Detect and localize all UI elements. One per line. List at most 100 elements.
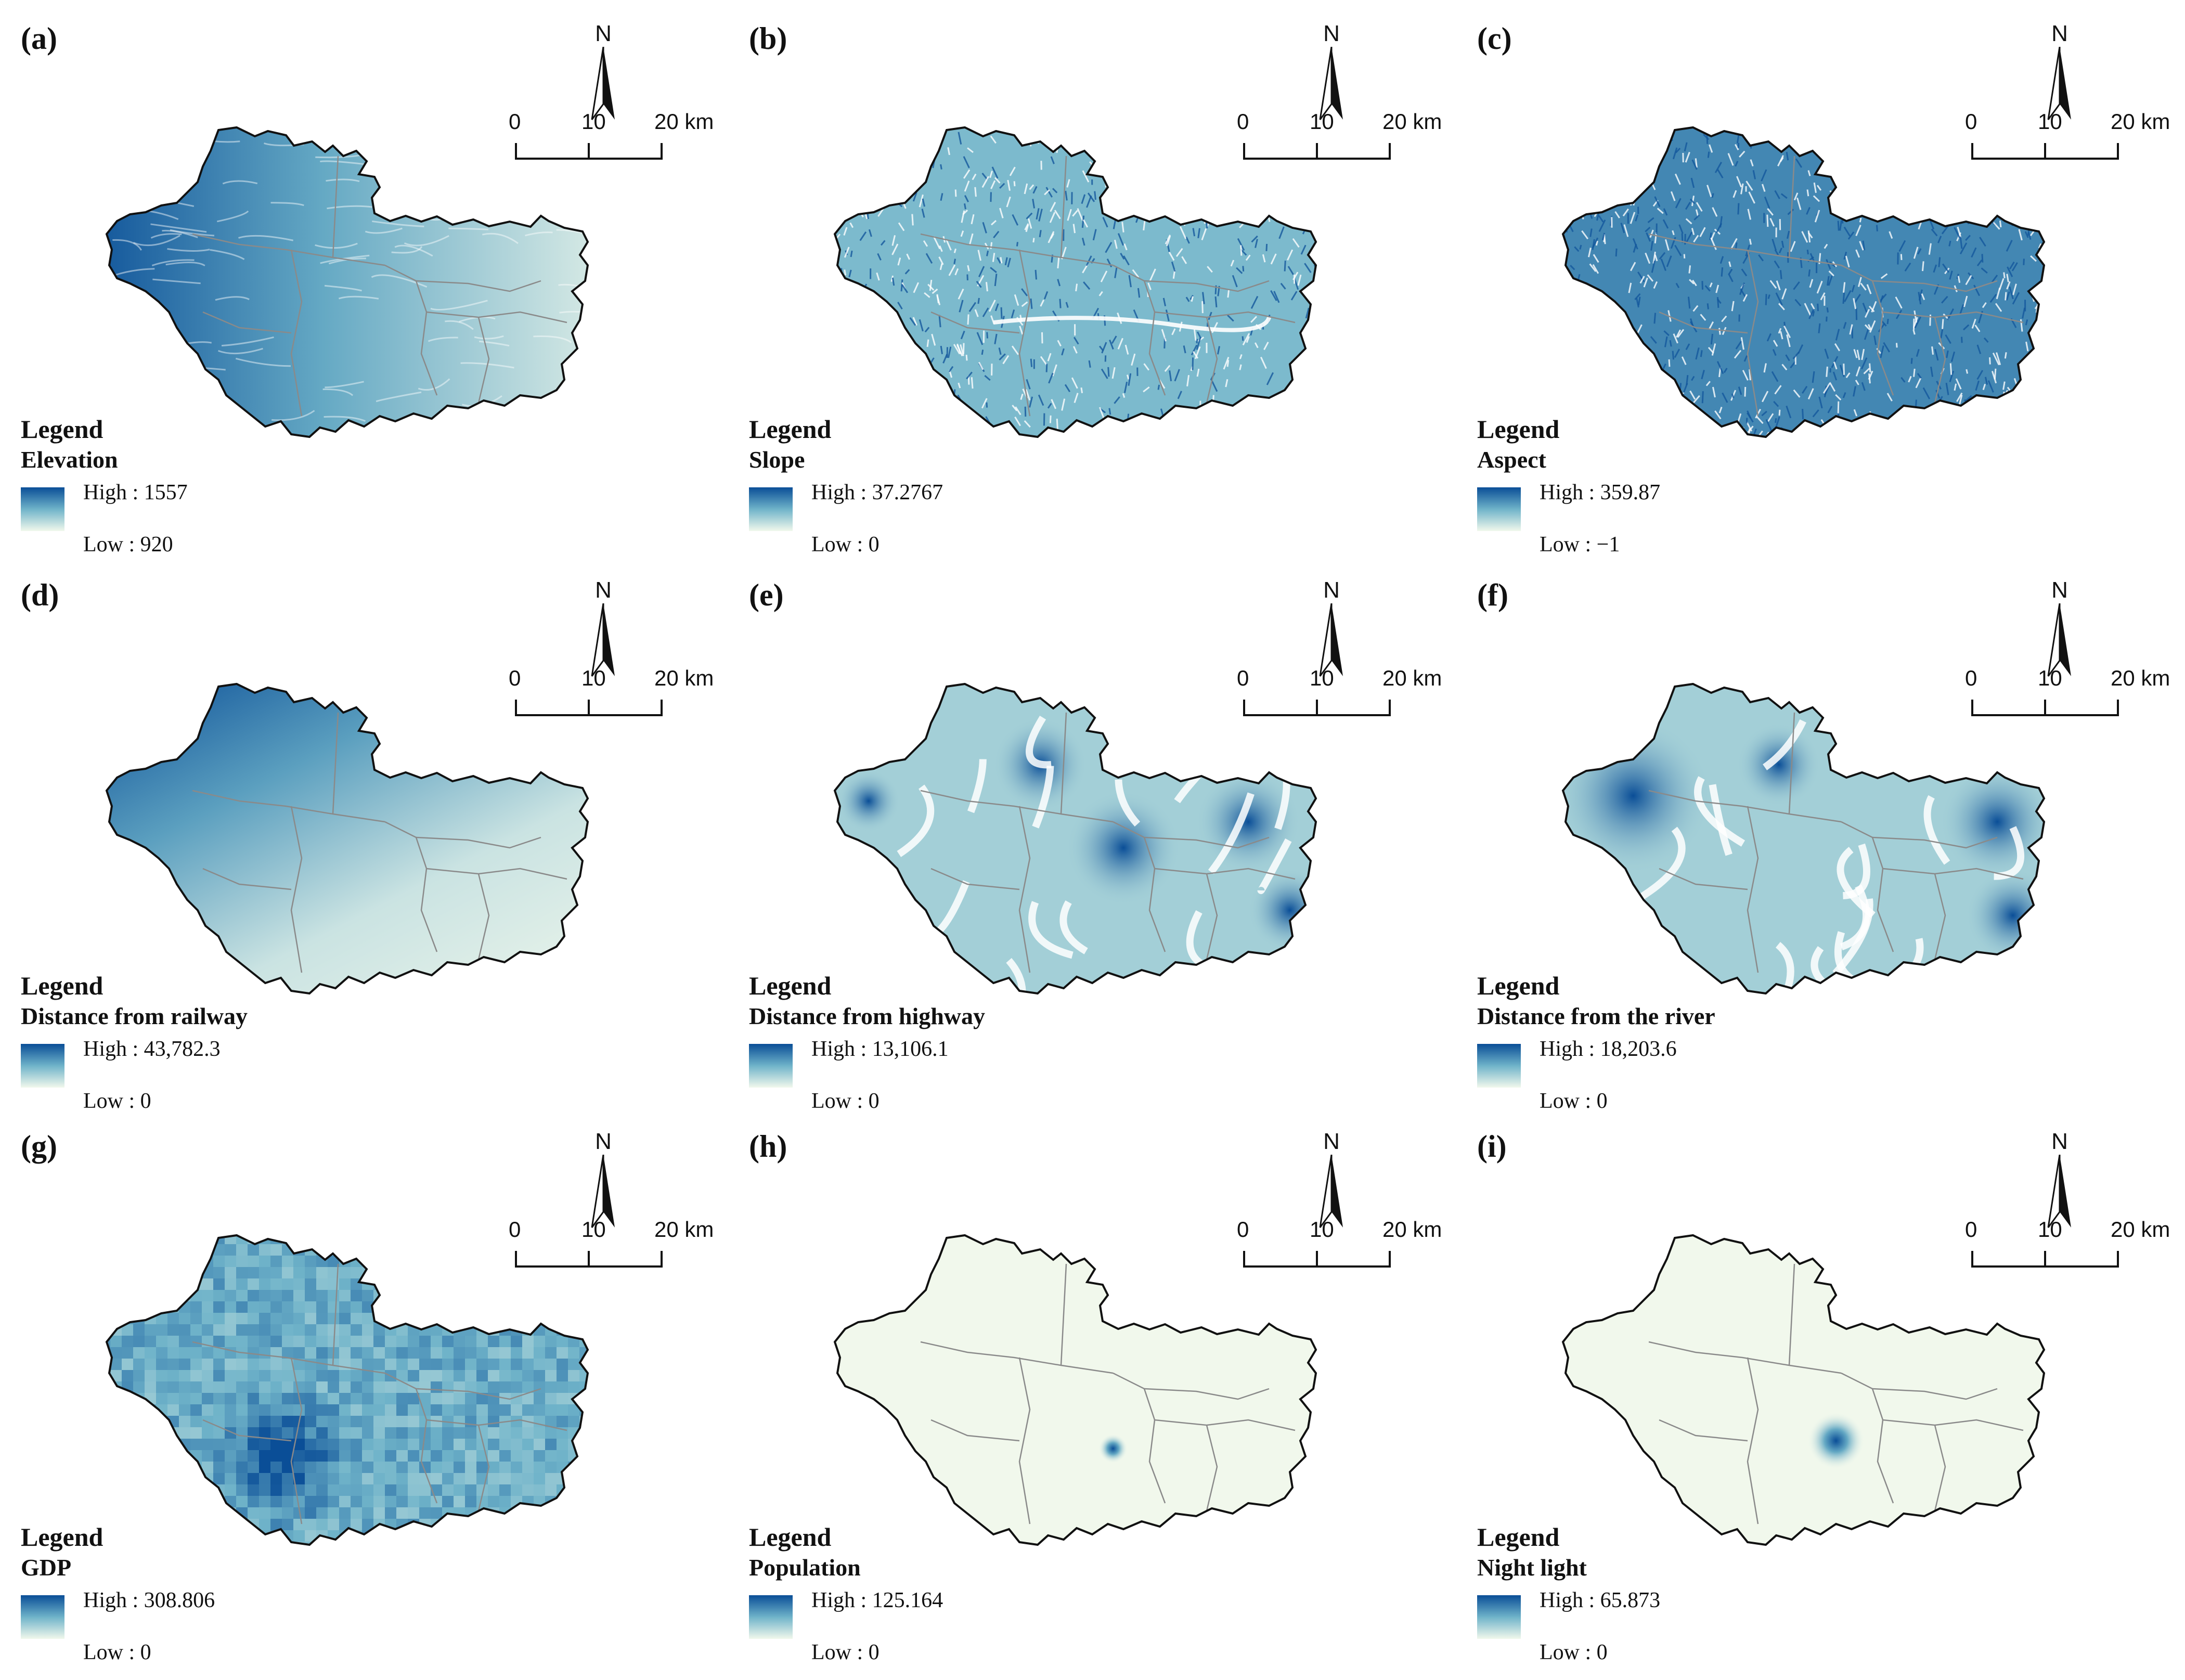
legend-layer-name: Aspect	[1477, 446, 1546, 473]
scale-bar: 0 10 20 km	[509, 666, 714, 728]
scale-label: 20 km	[654, 666, 714, 690]
panel-label: (c)	[1477, 21, 1512, 56]
map-panel-aspect: (c) N 0 10 20 km Legend Aspect High : 359.87 Low…	[1477, 21, 2185, 572]
color-ramp	[21, 1044, 64, 1088]
north-label: N	[2051, 21, 2068, 46]
scale-label: 20 km	[1382, 109, 1442, 134]
legend-layer-name: Distance from railway	[21, 1003, 248, 1029]
legend-low-value: Low : 0	[83, 1089, 151, 1113]
panel-label: (f)	[1477, 578, 1508, 612]
scale-label: 10	[2038, 666, 2062, 690]
map-panel-nightlight: (i) N 0 10 20 km Legend Night light High : 65.8…	[1477, 1129, 2185, 1680]
legend-layer-name: Distance from the river	[1477, 1003, 1715, 1029]
north-arrow-icon: N	[2039, 577, 2080, 681]
region-boundary	[105, 1234, 589, 1546]
scale-label: 20 km	[1382, 666, 1442, 690]
legend-high-value: High : 37.2767	[811, 481, 943, 505]
north-label: N	[595, 21, 612, 46]
map-panel-elevation: (a) N 0 10 20 km Legend Elevation High : 1557 Lo…	[21, 21, 749, 572]
scale-label: 20 km	[654, 109, 714, 134]
legend: Legend Distance from railway High : 43,782…	[21, 970, 248, 1120]
raster-map	[105, 1234, 589, 1546]
north-arrow-icon: N	[583, 577, 624, 681]
scale-label: 0	[509, 1217, 521, 1242]
color-ramp	[1477, 1044, 1521, 1088]
scale-label: 0	[509, 109, 521, 134]
scale-label: 0	[1965, 1217, 1977, 1242]
scale-label: 10	[581, 666, 606, 690]
legend-low-value: Low : 0	[1540, 1640, 1608, 1664]
north-arrow-icon: N	[583, 1129, 624, 1233]
raster-map	[1561, 1234, 2046, 1546]
legend-heading: Legend	[1477, 1522, 1560, 1552]
legend: Legend Slope High : 37.2767 Low : 0	[749, 413, 943, 563]
north-label: N	[1323, 1129, 1340, 1154]
legend-heading: Legend	[749, 1522, 832, 1552]
scale-label: 10	[2038, 109, 2062, 134]
legend-layer-name: Elevation	[21, 446, 118, 473]
region-boundary	[1561, 126, 2046, 438]
color-ramp	[749, 1595, 793, 1639]
panel-label: (b)	[749, 21, 787, 56]
legend-heading: Legend	[21, 1522, 104, 1552]
map-panel-slope: (b) N 0 10 20 km Legend Slope High : 37.2767 Low…	[749, 21, 1477, 572]
scale-label: 10	[1310, 666, 1334, 690]
panel-label: (e)	[749, 578, 784, 612]
scale-label: 0	[1965, 109, 1977, 134]
legend-low-value: Low : 0	[811, 1089, 880, 1113]
legend-low-value: Low : 0	[83, 1640, 151, 1664]
legend-high-value: High : 43,782.3	[83, 1037, 221, 1061]
legend: Legend Population High : 125.164 Low : 0	[749, 1521, 943, 1671]
scale-label: 10	[2038, 1217, 2062, 1242]
north-arrow-icon: N	[1311, 577, 1352, 681]
scale-bar: 0 10 20 km	[1237, 1217, 1442, 1280]
legend-heading: Legend	[1477, 971, 1560, 1000]
color-ramp	[21, 487, 64, 531]
legend-heading: Legend	[1477, 415, 1560, 444]
north-arrow-icon: N	[1311, 1129, 1352, 1233]
legend: Legend GDP High : 308.806 Low : 0	[21, 1521, 215, 1671]
scale-label: 20 km	[654, 1217, 714, 1242]
legend-low-value: Low : 0	[811, 533, 880, 557]
region-boundary	[833, 682, 1317, 995]
map-panel-river: (f) N 0 10 20 km Legend Distance from the rive…	[1477, 577, 2185, 1129]
legend-heading: Legend	[749, 415, 832, 444]
map-panel-population: (h) N 0 10 20 km Legend Population High : 125.1…	[749, 1129, 1477, 1680]
legend-high-value: High : 359.87	[1540, 481, 1661, 505]
scale-bar: 0 10 20 km	[509, 1217, 714, 1280]
legend: Legend Aspect High : 359.87 Low : −1	[1477, 413, 1660, 563]
scale-bar: 0 10 20 km	[1965, 109, 2170, 172]
region-boundary	[833, 1234, 1317, 1546]
scale-label: 0	[1237, 666, 1249, 690]
scale-label: 10	[1310, 1217, 1334, 1242]
scale-bar: 0 10 20 km	[1965, 666, 2170, 728]
raster-map	[105, 126, 589, 438]
north-label: N	[1323, 21, 1340, 46]
raster-map	[833, 1234, 1317, 1546]
color-ramp	[749, 487, 793, 531]
legend-high-value: High : 13,106.1	[811, 1037, 949, 1061]
color-ramp	[1477, 487, 1521, 531]
legend-heading: Legend	[749, 971, 832, 1000]
north-arrow-icon: N	[2039, 21, 2080, 125]
map-panel-highway: (e) N 0 10 20 km Legend Distance from highway H…	[749, 577, 1477, 1129]
legend-layer-name: Night light	[1477, 1554, 1587, 1581]
scale-bar: 0 10 20 km	[1237, 109, 1442, 172]
legend-heading: Legend	[21, 415, 104, 444]
scale-bar: 0 10 20 km	[509, 109, 714, 172]
north-label: N	[595, 577, 612, 603]
region-boundary	[1561, 682, 2046, 995]
legend-low-value: Low : 0	[811, 1640, 880, 1664]
region-boundary	[105, 682, 589, 995]
north-arrow-icon: N	[583, 21, 624, 125]
legend: Legend Distance from highway High : 13,106…	[749, 970, 985, 1120]
scale-label: 20 km	[1382, 1217, 1442, 1242]
color-ramp	[21, 1595, 64, 1639]
panel-label: (d)	[21, 578, 59, 612]
north-label: N	[1323, 577, 1340, 603]
north-arrow-icon: N	[1311, 21, 1352, 125]
scale-label: 20 km	[2111, 1217, 2170, 1242]
map-panel-railway: (d) N 0 10 20 km Legend Distance from railway H…	[21, 577, 749, 1129]
legend-high-value: High : 308.806	[83, 1588, 215, 1612]
north-arrow-icon: N	[2039, 1129, 2080, 1233]
